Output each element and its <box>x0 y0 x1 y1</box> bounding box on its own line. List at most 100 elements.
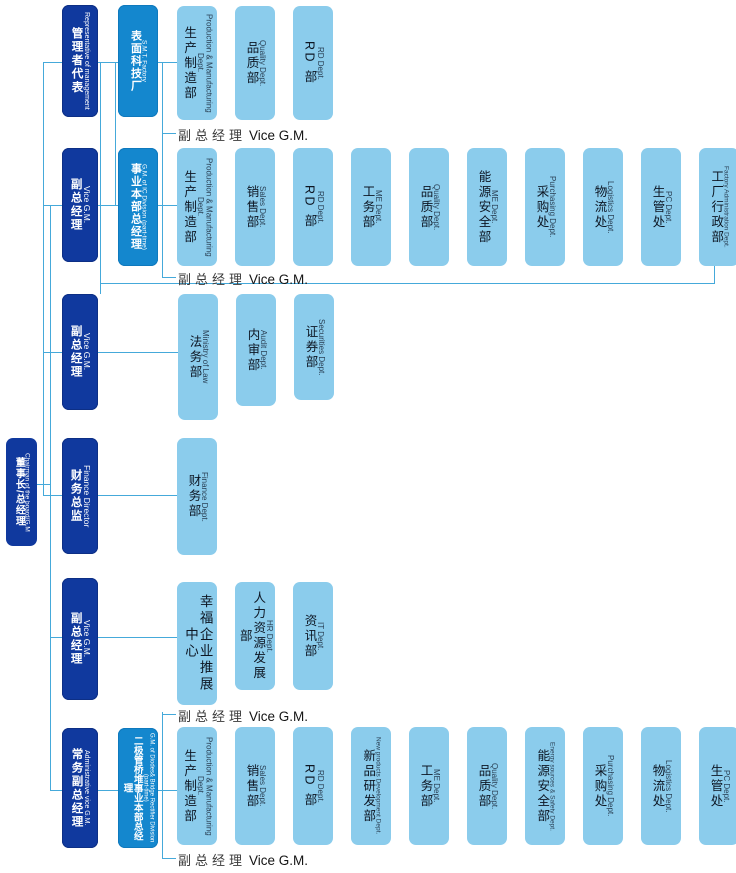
label-zh: 生产制造部 <box>182 169 197 245</box>
connector-line <box>115 62 116 206</box>
label-zh: 财务部 <box>186 474 201 519</box>
vice-gm-label: 副总经理 Vice G.M. <box>178 269 309 287</box>
org-node-executive: Vice G.M. 副总经理 <box>62 294 98 410</box>
label-en: Sales Dept. <box>258 186 268 228</box>
label-zh: 幸福企业推展中心 <box>183 594 213 693</box>
label-en: Chairman of the board/G.M <box>23 452 31 532</box>
label-zh: 能源安全部 <box>535 748 550 824</box>
label-zh: 证券部 <box>303 324 318 370</box>
label-zh: 表面科技厂 <box>129 29 142 93</box>
label-zh: 生产制造部 <box>182 25 197 101</box>
label-en: G.M. of Diodes& Bridge Rectifier Divisio… <box>142 733 155 843</box>
org-node-executive: Vice G.M. 副总经理 <box>62 148 98 262</box>
connector-line <box>43 352 62 353</box>
org-node-executive: Administrative vice G.M. 常务副总经理 <box>62 728 98 848</box>
label-en: Securities Dept. <box>317 318 327 376</box>
label-zh: RD 部 <box>302 40 317 86</box>
connector-line <box>43 205 62 206</box>
label-en: Production & Manufacturing Dept. <box>195 157 214 257</box>
label-zh: 副总经理 <box>69 612 82 666</box>
label-en: Factory Administration Dept. <box>722 166 730 248</box>
connector-line <box>50 637 62 638</box>
org-node-chairman: Chairman of the board/G.M 董事长/总经理 <box>6 438 37 546</box>
connector-line <box>98 495 177 496</box>
label-en: Energy sources & Safety Dept. <box>548 741 556 831</box>
vice-gm-label: 副总经理 Vice G.M. <box>178 706 309 724</box>
label-zh: 法务部 <box>187 334 202 380</box>
org-node-department: RD Dept. RD 部 <box>293 727 333 845</box>
label-en: Production & Manufacturing Dept. <box>195 736 214 836</box>
label-zh: 工务部 <box>360 184 375 230</box>
label-zh: 工厂行政部 <box>709 169 724 245</box>
label-en: Audit Dept. <box>259 330 269 370</box>
label-en: Logistics Dept. <box>664 759 674 813</box>
label-en: PC Dept. <box>664 190 674 224</box>
label-en: Ministry of Law <box>201 330 211 384</box>
org-node-department: Logistics Dept. 物流处 <box>583 148 623 266</box>
org-node-department: ME Dept. 工务部 <box>409 727 449 845</box>
org-node-department: Purchasing Dept. 采购处 <box>525 148 565 266</box>
label-en: Quality Dept. <box>490 762 500 810</box>
org-node-executive: Vice G.M. 副总经理 <box>62 578 98 700</box>
org-node-department: HR Dept. 人力资源发展部 <box>235 582 275 690</box>
connector-line <box>158 205 177 206</box>
label-en: RD Dept. <box>316 769 326 803</box>
label-zh: 二极管桥堆事业本部总经理 <box>121 735 143 841</box>
label-zh: 常务副总经理 <box>70 747 83 829</box>
vice-gm-label-en: Vice G.M. <box>249 272 309 287</box>
label-en: PC Dept. <box>722 769 732 803</box>
org-node-department: Securities Dept. 证券部 <box>294 294 334 400</box>
label-zh: 管理者代表 <box>70 27 83 95</box>
label-en: New products Development Dept. <box>374 737 382 835</box>
label-en: Vice G.M. <box>81 620 92 658</box>
vice-gm-label: 副总经理 Vice G.M. <box>178 125 309 143</box>
org-node-department: New products Development Dept. 新品研发部 <box>351 727 391 845</box>
org-node-department: RD Dept. RD 部 <box>293 6 333 120</box>
connector-line <box>43 62 44 496</box>
label-en: Purchasing Dept. <box>548 176 558 238</box>
label-zh: 内审部 <box>245 327 260 373</box>
org-node-department: ME Dept. 工务部 <box>351 148 391 266</box>
connector-line <box>162 277 176 278</box>
connector-line <box>37 484 50 485</box>
label-zh: 采购处 <box>534 184 549 230</box>
connector-line <box>43 62 62 63</box>
connector-line <box>100 62 101 294</box>
org-node-department: Ministry of Law 法务部 <box>178 294 218 420</box>
org-node-department: Sales Dept. 销售部 <box>235 727 275 845</box>
label-en: Finance Director <box>81 464 92 528</box>
vice-gm-label-en: Vice G.M. <box>249 128 309 143</box>
label-zh: 物流处 <box>650 763 665 809</box>
connector-line <box>98 62 118 63</box>
label-en: ME Dept. <box>374 190 384 224</box>
label-en: Finance Dept. <box>200 471 210 522</box>
connector-line <box>100 283 714 284</box>
label-en: Sales Dept. <box>258 765 268 807</box>
vice-gm-label: 副总经理 Vice G.M. <box>178 850 308 868</box>
connector-line <box>98 790 118 791</box>
label-en: RD Dept. <box>316 46 326 80</box>
label-zh: 生管处 <box>650 184 665 230</box>
org-node-department: ME Dept. 能源安全部 <box>467 148 507 266</box>
vice-gm-label-en: Vice G.M. <box>249 709 309 724</box>
label-zh: 董事长/总经理 <box>13 457 25 527</box>
connector-line <box>50 790 62 791</box>
connector-line <box>162 714 176 715</box>
org-node-department: PC Dept. 生管处 <box>699 727 736 845</box>
label-zh: 副总经理 <box>69 178 82 232</box>
label-en: Production & Manufacturing Dept. <box>195 13 214 113</box>
label-en: Representative of management <box>82 12 90 110</box>
label-zh: 品质部 <box>244 40 259 86</box>
label-en: Logistics Dept. <box>606 180 616 234</box>
org-node-executive: Representative of management 管理者代表 <box>62 5 98 117</box>
org-node-division: S.M.T. Factory 表面科技厂 <box>118 5 158 117</box>
connector-line <box>714 266 715 284</box>
org-node-department: Quality Dept. 品质部 <box>235 6 275 120</box>
org-node-department: Logistics Dept. 物流处 <box>641 727 681 845</box>
org-node-department: Finance Dept. 财务部 <box>177 438 217 555</box>
label-zh: 销售部 <box>244 184 259 230</box>
label-en: ME Dept. <box>432 769 442 803</box>
label-zh: 副总经理 <box>69 325 82 379</box>
label-en: IT Dept. <box>316 621 326 651</box>
